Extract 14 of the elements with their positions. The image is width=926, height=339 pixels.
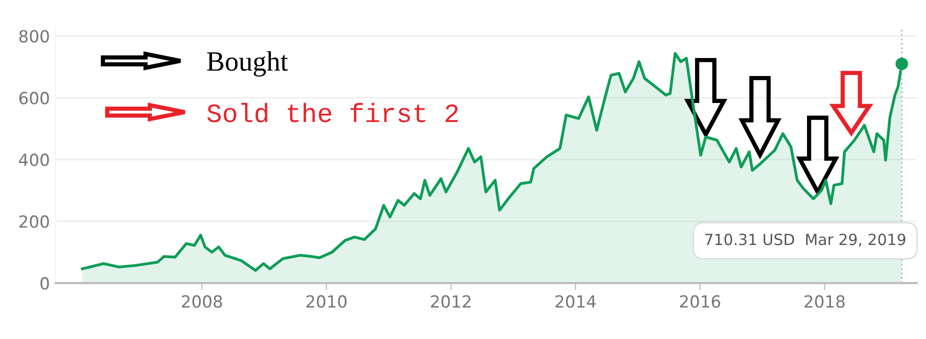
y-tick-label: 800 xyxy=(19,30,49,43)
annotation: 710.31 USD Mar 29, 2019 xyxy=(705,234,906,247)
x-tick-label: 2014 xyxy=(556,295,596,308)
annotation: Bought xyxy=(207,51,288,77)
x-tick-label: 2010 xyxy=(306,295,347,308)
y-tick-label: 600 xyxy=(19,92,49,104)
y-tick-label: 200 xyxy=(19,215,49,228)
x-tick-label: 2012 xyxy=(430,295,471,308)
x-tick-label: 2018 xyxy=(804,295,845,308)
y-tick-label: 400 xyxy=(19,154,49,166)
y-tick-label: 0 xyxy=(40,277,49,290)
x-tick-label: 2008 xyxy=(182,295,222,308)
x-tick-label: 2016 xyxy=(680,295,720,308)
annotation: Sold the first 2 xyxy=(207,102,458,122)
